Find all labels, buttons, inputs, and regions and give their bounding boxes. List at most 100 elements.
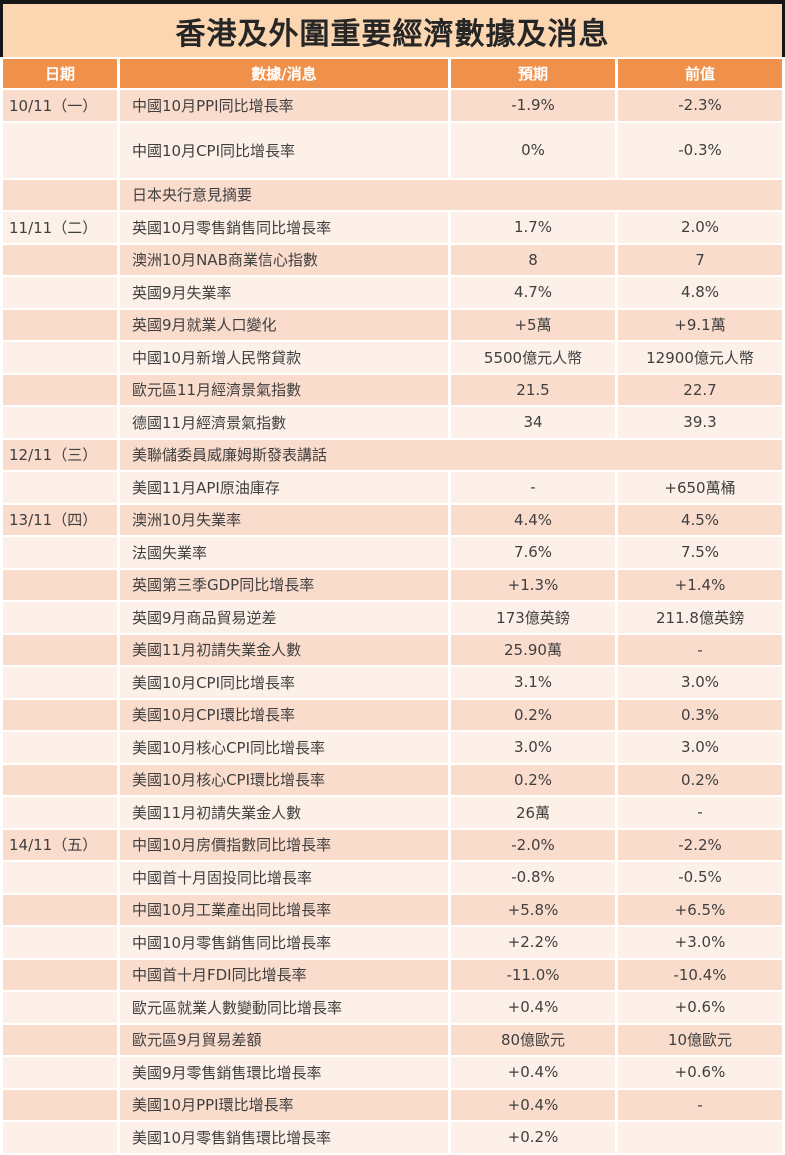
- item-cell: 中國首十月FDI同比增長率: [120, 959, 448, 990]
- date-cell: [3, 732, 117, 763]
- item-cell: 英國第三季GDP同比增長率: [120, 569, 448, 600]
- expected-cell: 25.90萬: [451, 634, 615, 665]
- date-cell: [3, 277, 117, 308]
- table-row: 11/11（二） 英國10月零售銷售同比增長率 1.7% 2.0%: [3, 212, 782, 243]
- table-row: 美國10月核心CPI環比增長率 0.2% 0.2%: [3, 764, 782, 795]
- item-cell: 中國10月PPI同比增長率: [120, 90, 448, 121]
- date-cell: [3, 894, 117, 925]
- date-cell: [3, 1024, 117, 1055]
- table-row: 歐元區9月貿易差額 80億歐元 10億歐元: [3, 1024, 782, 1055]
- expected-cell: -: [451, 472, 615, 503]
- table-row: 歐元區就業人數變動同比增長率 +0.4% +0.6%: [3, 992, 782, 1023]
- item-cell: 中國10月工業產出同比增長率: [120, 894, 448, 925]
- table-row: 中國10月新增人民幣貸款 5500億元人幣 12900億元人幣: [3, 342, 782, 373]
- table-row: 美國10月核心CPI同比增長率 3.0% 3.0%: [3, 732, 782, 763]
- date-cell: [3, 764, 117, 795]
- previous-cell: +0.6%: [618, 992, 782, 1023]
- column-header-date: 日期: [3, 59, 117, 88]
- previous-cell: 211.8億英鎊: [618, 602, 782, 633]
- previous-cell: 4.8%: [618, 277, 782, 308]
- date-cell: [3, 309, 117, 340]
- economic-data-table: 日期 數據/消息 預期 前值 10/11（一） 中國10月PPI同比增長率 -1.9…: [3, 59, 782, 1153]
- previous-cell: -: [618, 1089, 782, 1120]
- table-row: 美國10月CPI同比增長率 3.1% 3.0%: [3, 667, 782, 698]
- date-cell: [3, 1089, 117, 1120]
- table-row: 法國失業率 7.6% 7.5%: [3, 537, 782, 568]
- date-cell: 12/11（三）: [3, 439, 117, 470]
- table-row: 美國9月零售銷售環比增長率 +0.4% +0.6%: [3, 1057, 782, 1088]
- expected-cell: 3.0%: [451, 732, 615, 763]
- item-cell: 中國10月新增人民幣貸款: [120, 342, 448, 373]
- table-row: 美國11月API原油庫存 - +650萬桶: [3, 472, 782, 503]
- date-cell: [3, 927, 117, 958]
- date-cell: [3, 634, 117, 665]
- date-cell: [3, 1122, 117, 1153]
- item-cell: 美國11月初請失業金人數: [120, 797, 448, 828]
- expected-cell: +2.2%: [451, 927, 615, 958]
- expected-cell: 1.7%: [451, 212, 615, 243]
- date-cell: [3, 667, 117, 698]
- table-row: 14/11（五） 中國10月房價指數同比增長率 -2.0% -2.2%: [3, 829, 782, 860]
- previous-cell: -0.3%: [618, 122, 782, 178]
- previous-cell: +1.4%: [618, 569, 782, 600]
- date-cell: [3, 699, 117, 730]
- table-row: 美國10月PPI環比增長率 +0.4% -: [3, 1089, 782, 1120]
- item-cell: 中國首十月固投同比增長率: [120, 862, 448, 893]
- item-cell: 中國10月房價指數同比增長率: [120, 829, 448, 860]
- expected-cell: +0.4%: [451, 1089, 615, 1120]
- item-cell: 美國10月CPI環比增長率: [120, 699, 448, 730]
- table-row: 英國9月商品貿易逆差 173億英鎊 211.8億英鎊: [3, 602, 782, 633]
- item-cell: 英國9月商品貿易逆差: [120, 602, 448, 633]
- date-cell: [3, 179, 117, 210]
- expected-cell: 0.2%: [451, 699, 615, 730]
- previous-cell: +0.6%: [618, 1057, 782, 1088]
- expected-cell: +5萬: [451, 309, 615, 340]
- item-cell: 美國10月零售銷售環比增長率: [120, 1122, 448, 1153]
- item-cell: 美聯儲委員威廉姆斯發表講話: [120, 439, 782, 470]
- table-row: 英國9月就業人口變化 +5萬 +9.1萬: [3, 309, 782, 340]
- expected-cell: 80億歐元: [451, 1024, 615, 1055]
- expected-cell: +0.4%: [451, 1057, 615, 1088]
- item-cell: 美國11月初請失業金人數: [120, 634, 448, 665]
- date-cell: [3, 1057, 117, 1088]
- table-row: 澳洲10月NAB商業信心指數 8 7: [3, 244, 782, 275]
- previous-cell: 0.2%: [618, 764, 782, 795]
- column-header-expected: 預期: [451, 59, 615, 88]
- expected-cell: 4.4%: [451, 504, 615, 535]
- date-cell: [3, 537, 117, 568]
- item-cell: 中國10月零售銷售同比增長率: [120, 927, 448, 958]
- expected-cell: +0.2%: [451, 1122, 615, 1153]
- expected-cell: 0.2%: [451, 764, 615, 795]
- column-header-previous: 前值: [618, 59, 782, 88]
- date-cell: 13/11（四）: [3, 504, 117, 535]
- previous-cell: 39.3: [618, 407, 782, 438]
- table-row: 13/11（四） 澳洲10月失業率 4.4% 4.5%: [3, 504, 782, 535]
- item-cell: 日本央行意見摘要: [120, 179, 782, 210]
- table-header-row: 日期 數據/消息 預期 前值: [3, 59, 782, 88]
- item-cell: 歐元區就業人數變動同比增長率: [120, 992, 448, 1023]
- table-row: 美國11月初請失業金人數 25.90萬 -: [3, 634, 782, 665]
- previous-cell: +6.5%: [618, 894, 782, 925]
- expected-cell: 26萬: [451, 797, 615, 828]
- expected-cell: 173億英鎊: [451, 602, 615, 633]
- date-cell: [3, 244, 117, 275]
- expected-cell: -1.9%: [451, 90, 615, 121]
- date-cell: 10/11（一）: [3, 90, 117, 121]
- expected-cell: 21.5: [451, 374, 615, 405]
- item-cell: 美國10月CPI同比增長率: [120, 667, 448, 698]
- item-cell: 美國10月PPI環比增長率: [120, 1089, 448, 1120]
- previous-cell: [618, 1122, 782, 1153]
- previous-cell: 7: [618, 244, 782, 275]
- date-cell: [3, 407, 117, 438]
- date-cell: [3, 862, 117, 893]
- table-row: 德國11月經濟景氣指數 34 39.3: [3, 407, 782, 438]
- item-cell: 英國9月失業率: [120, 277, 448, 308]
- table-row: 美國10月零售銷售環比增長率 +0.2%: [3, 1122, 782, 1153]
- expected-cell: 4.7%: [451, 277, 615, 308]
- table-row: 英國第三季GDP同比增長率 +1.3% +1.4%: [3, 569, 782, 600]
- item-cell: 澳洲10月失業率: [120, 504, 448, 535]
- date-cell: [3, 602, 117, 633]
- expected-cell: 34: [451, 407, 615, 438]
- previous-cell: 7.5%: [618, 537, 782, 568]
